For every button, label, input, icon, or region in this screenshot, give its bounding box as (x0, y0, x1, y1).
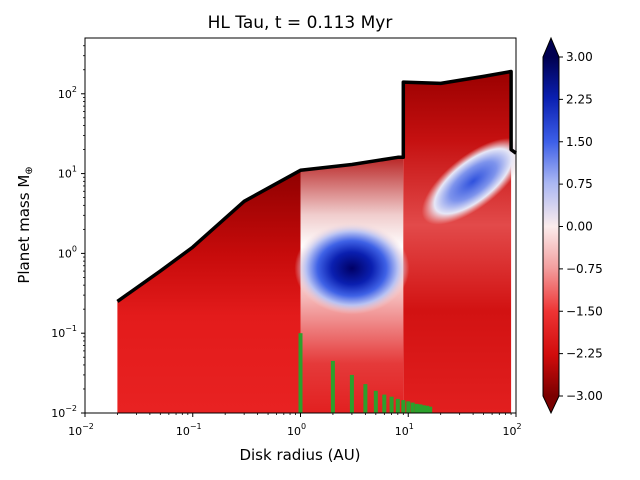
y-tick-label: 102 (58, 85, 77, 101)
x-tick-label: 10−2 (68, 422, 94, 438)
green-bar (373, 390, 378, 413)
green-bar (401, 400, 406, 413)
green-bar (363, 384, 368, 413)
colorbar-tick-label: −0.75 (566, 262, 603, 276)
green-bar (406, 401, 411, 413)
colorbar-tick-label: 3.00 (566, 50, 593, 64)
y-axis-label-subscript: ⊕ (24, 166, 35, 174)
x-tick-label: 10−1 (176, 422, 202, 438)
green-bar (382, 394, 387, 413)
colorbar-top-arrow (543, 38, 559, 57)
colorbar-tick-label: −1.50 (566, 304, 603, 318)
colorbar-tick-label: 2.25 (566, 92, 593, 106)
colorbar-tick-label: 0.00 (566, 220, 593, 234)
green-bar (428, 406, 433, 413)
colorbar-gradient (543, 57, 559, 396)
colorbar-bottom-arrow (543, 396, 559, 413)
x-tick-label: 100 (287, 422, 306, 438)
heatmap-feature-blue-blob (294, 222, 410, 315)
green-bar (395, 398, 400, 413)
x-tick-label: 101 (395, 422, 414, 438)
green-bar (422, 405, 426, 413)
heatmap-region-outer (403, 71, 512, 413)
plot-area: 10−2 10−1 100 101 102 10−2 10−1 100 101 102 (51, 37, 522, 438)
y-axis-label: Planet mass M⊕ (15, 166, 35, 283)
y-tick-label: 100 (58, 244, 77, 260)
green-bar (349, 374, 354, 413)
x-axis-label: Disk radius (AU) (239, 446, 360, 464)
y-axis-ticks: 10−2 10−1 100 101 102 (51, 45, 85, 420)
colorbar-tick-label: −2.25 (566, 347, 603, 361)
heatmap-feature-outer-blue-band (421, 137, 516, 225)
x-axis-ticks: 10−2 10−1 100 101 102 (68, 413, 522, 438)
colorbar-tick-label: 1.50 (566, 135, 593, 149)
boundary-line (116, 69, 518, 303)
green-bars (298, 333, 433, 413)
y-tick-label: 10−2 (51, 404, 77, 420)
y-axis-label-text: Planet mass M (15, 175, 33, 284)
heatmap-fills (117, 71, 516, 413)
green-bar (410, 402, 415, 413)
y-tick-label: 10−1 (51, 324, 77, 340)
colorbar-ticks: 3.00 2.25 1.50 0.75 0.00 −0.75 −1.50 −2.25 −3.00 (559, 50, 603, 403)
colorbar-tick-label: −3.00 (566, 389, 603, 403)
chart-title: HL Tau, t = 0.113 Myr (208, 13, 393, 33)
y-tick-label: 101 (58, 165, 77, 181)
green-bar (298, 333, 303, 413)
colorbar: 3.00 2.25 1.50 0.75 0.00 −0.75 −1.50 −2.25 −3.00 (542, 36, 603, 415)
green-bar (414, 403, 419, 413)
green-bar (330, 360, 335, 413)
green-bar (418, 404, 423, 413)
x-tick-label: 102 (502, 422, 521, 438)
colorbar-tick-label: 0.75 (566, 177, 593, 191)
green-bar (425, 405, 430, 413)
green-bar (389, 396, 394, 413)
heatmap-region-inner (117, 170, 301, 413)
